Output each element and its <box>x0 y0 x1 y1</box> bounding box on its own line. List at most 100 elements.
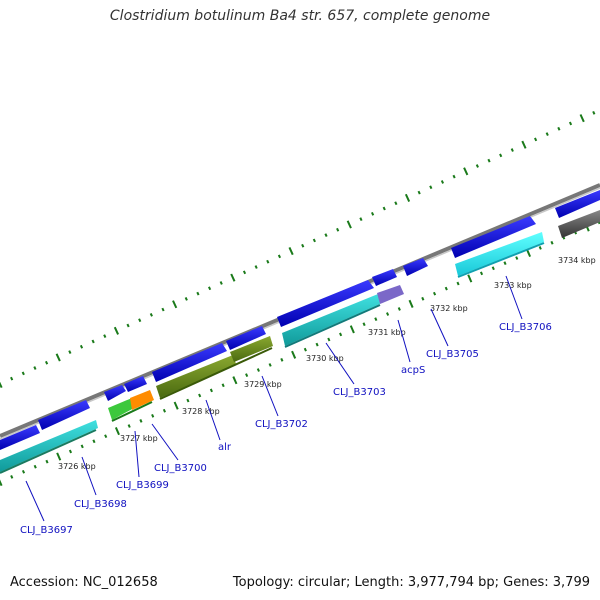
gene-feature[interactable] <box>555 190 600 218</box>
tick-mark <box>113 326 120 335</box>
gene-feature[interactable] <box>455 232 544 276</box>
gene-feature[interactable] <box>152 343 227 382</box>
tick-mark <box>266 259 270 264</box>
gene-label-leader <box>325 342 355 385</box>
scale-tick-label: 3727 kbp <box>120 434 158 443</box>
tick-mark <box>139 419 143 423</box>
tick-mark <box>327 337 331 342</box>
tick-mark <box>362 322 366 327</box>
gene-label-leader <box>205 399 221 441</box>
tick-mark <box>45 459 49 464</box>
gene-label[interactable]: CLJ_B3705 <box>426 349 479 360</box>
tick-mark <box>232 376 238 385</box>
gene-feature[interactable] <box>156 355 236 398</box>
gene-feature[interactable] <box>277 280 374 327</box>
tick-mark <box>208 286 212 291</box>
gene-label-leader <box>151 423 179 461</box>
gene-feature[interactable] <box>38 400 90 430</box>
gene-label[interactable]: CLJ_B3702 <box>255 419 308 430</box>
outer-tick-row <box>0 110 596 389</box>
tick-mark <box>173 401 179 410</box>
tick-mark <box>0 381 3 389</box>
tick-mark <box>408 299 414 308</box>
scale-tick-label: 3728 kbp <box>182 407 220 416</box>
scale-tick-label: 3729 kbp <box>244 380 282 389</box>
accession-label: Accession: NC_012658 <box>10 575 158 590</box>
tick-mark <box>245 373 249 377</box>
gene-label-leader <box>430 308 449 347</box>
tick-mark <box>339 332 343 337</box>
gene-feature[interactable] <box>377 285 404 304</box>
tick-mark <box>92 439 96 444</box>
tick-mark <box>371 211 375 216</box>
tick-mark <box>56 452 62 461</box>
gene-feature[interactable] <box>230 336 273 362</box>
tick-mark <box>242 270 247 275</box>
gene-feature[interactable] <box>226 326 266 350</box>
tick-mark <box>463 167 469 176</box>
tick-mark <box>324 233 328 237</box>
gene-label-leader <box>397 319 411 363</box>
gene-label-leader <box>261 375 279 417</box>
tick-mark <box>184 297 188 301</box>
gene-label[interactable]: CLJ_B3697 <box>20 525 73 536</box>
tick-mark <box>301 243 305 248</box>
tick-mark <box>440 180 445 184</box>
tick-mark <box>456 281 460 286</box>
gene-label[interactable]: CLJ_B3706 <box>499 322 552 333</box>
gene-label[interactable]: CLJ_B3700 <box>154 463 207 474</box>
scale-tick-label: 3730 kbp <box>306 354 344 363</box>
tick-mark <box>127 424 131 428</box>
tick-mark <box>550 240 554 245</box>
tick-mark <box>277 254 282 259</box>
gene-feature[interactable] <box>372 269 397 286</box>
gene-feature[interactable] <box>108 398 134 420</box>
gene-feature[interactable] <box>0 425 40 450</box>
tick-mark <box>161 307 165 312</box>
gene-label-leader <box>25 480 45 522</box>
tick-mark <box>162 408 166 413</box>
reverse-strand-genes <box>0 210 600 472</box>
gene-label[interactable]: CLJ_B3698 <box>74 499 127 510</box>
gene-label[interactable]: CLJ_B3699 <box>116 480 169 491</box>
scale-tick-label: 3726 kbp <box>58 462 96 471</box>
gene-label-leader <box>134 430 140 478</box>
gene-label[interactable]: acpS <box>401 365 425 376</box>
tick-mark <box>452 174 456 179</box>
tick-mark <box>10 376 14 381</box>
tick-mark <box>568 121 573 126</box>
tick-mark <box>374 317 378 322</box>
gene-feature[interactable] <box>451 216 536 258</box>
tick-mark <box>21 469 26 474</box>
tick-mark <box>256 368 260 372</box>
gene-feature[interactable] <box>0 420 98 472</box>
gene-feature[interactable] <box>403 258 428 276</box>
tick-mark <box>349 325 355 334</box>
tick-mark <box>126 323 130 328</box>
gene-label[interactable]: alr <box>218 442 232 453</box>
tick-mark <box>10 475 14 479</box>
tick-mark <box>515 256 519 260</box>
tick-mark <box>209 388 213 393</box>
tick-mark <box>444 286 448 291</box>
gene-feature[interactable] <box>130 390 154 410</box>
gene-feature[interactable] <box>282 294 380 346</box>
tick-mark <box>303 347 307 352</box>
gene-feature[interactable] <box>558 210 600 238</box>
tick-mark <box>487 158 491 163</box>
tick-mark <box>151 413 155 418</box>
tick-mark <box>592 110 596 115</box>
tick-mark <box>394 201 398 206</box>
inner-tick-row <box>0 220 600 487</box>
genome-summary: Topology: circular; Length: 3,977,794 bp… <box>232 575 590 590</box>
tick-mark <box>221 383 225 388</box>
tick-mark <box>359 217 363 222</box>
map-title: Clostridium botulinum Ba4 str. 657, comp… <box>109 8 491 24</box>
tick-mark <box>114 427 120 436</box>
gene-label[interactable]: CLJ_B3703 <box>333 387 386 398</box>
gene-feature[interactable] <box>104 385 126 401</box>
gene-labels: CLJ_B3697 CLJ_B3698 CLJ_B3699 CLJ_B3700 alr C… <box>20 275 552 536</box>
gene-feature[interactable] <box>124 376 147 392</box>
tick-mark <box>268 363 272 367</box>
tick-mark <box>33 366 37 370</box>
